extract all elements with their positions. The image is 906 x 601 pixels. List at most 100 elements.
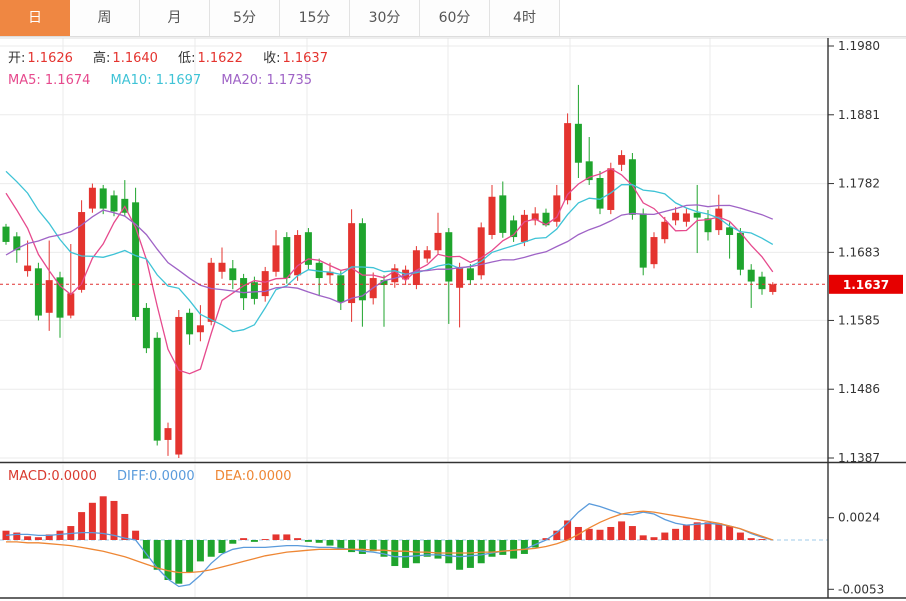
macd-bar [142,540,150,559]
macd-bar [715,523,723,540]
macd-bar [88,502,96,540]
candle [499,195,507,233]
macd-bar [607,526,615,540]
candle [88,187,96,209]
candle [564,123,572,201]
ma-legend: MA5: 1.1674 MA10: 1.1697 MA20: 1.1735 [8,73,328,88]
candle [531,213,539,221]
candle [736,232,744,270]
macd-bar [153,540,161,570]
candle [24,265,32,272]
dea-readout: DEA:0.0000 [214,469,292,484]
ma20-readout: MA20: 1.1735 [221,73,313,88]
candle [574,123,582,163]
candle [607,168,615,210]
macd-bar [402,540,410,568]
candle [380,280,388,286]
tab-日[interactable]: 日 [0,0,70,36]
current-price-tag-text: 1.1637 [843,278,889,292]
macd-bar [553,530,561,540]
candle [240,278,248,299]
tab-周[interactable]: 周 [70,0,140,36]
macd-bar [337,540,345,550]
candle [520,214,528,242]
macd-bar [585,528,593,540]
candle [466,268,474,281]
candle [304,232,312,265]
macd-bar [272,534,280,540]
candle [423,250,431,259]
candle [693,212,701,218]
macd-bar [24,536,32,540]
candle [477,227,485,276]
price-axis-label: 1.1585 [838,313,880,327]
tab-60分[interactable]: 60分 [420,0,490,36]
candle [758,276,766,290]
macd-readout: MACD:0.0000 [8,469,97,484]
macd-bar [747,538,755,540]
price-axis-label: 1.1782 [838,177,880,191]
macd-bar [650,537,658,540]
candle [261,271,269,297]
macd-bar [250,540,258,542]
candle [704,218,712,233]
tab-4时[interactable]: 4时 [490,0,560,36]
macd-bar [499,540,507,555]
candle [672,212,680,221]
candle [34,268,42,316]
candle [628,159,636,215]
candle [769,284,777,292]
diff-line [5,502,773,588]
macd-bar [315,540,323,543]
candle [272,245,280,272]
candle [434,232,442,251]
macd-bar [369,540,377,552]
macd-bar [434,540,442,559]
macd-bar [240,538,248,540]
close-readout: 收: 1.1637 [263,51,328,66]
macd-bar [726,526,734,540]
low-readout: 低: 1.1622 [178,51,243,66]
macd-bar [574,526,582,540]
macd-bar [207,540,215,557]
candle [218,262,226,272]
macd-bar [542,538,550,540]
macd-bar [283,534,291,540]
macd-bar [639,535,647,540]
macd-bar [380,540,388,557]
candle [650,237,658,265]
tab-30分[interactable]: 30分 [350,0,420,36]
candle [337,275,345,303]
macd-bar [164,540,172,580]
candle [682,213,690,222]
candle [67,293,75,316]
candle [456,266,464,288]
macd-bar [196,540,204,562]
macd-bar [618,521,626,540]
macd-bar [34,537,42,540]
macd-bar [78,512,86,540]
tab-月[interactable]: 月 [140,0,210,36]
macd-axis-label: -0.0053 [838,582,884,596]
macd-bar [229,540,237,544]
macd-bar [423,540,431,557]
macd-bar [45,534,53,540]
macd-bar [704,522,712,540]
candle [132,202,140,317]
macd-bar [488,540,496,557]
candle [358,223,366,301]
macd-bar [596,529,604,540]
tab-15分[interactable]: 15分 [280,0,350,36]
candle [45,280,53,313]
macd-bar [294,538,302,540]
tab-5分[interactable]: 5分 [210,0,280,36]
macd-bar [175,540,183,584]
candle [488,196,496,235]
macd-bar [661,532,669,540]
candle [412,250,420,286]
macd-bar [348,540,356,553]
candle [196,325,204,333]
price-axis-label: 1.1980 [838,39,880,53]
